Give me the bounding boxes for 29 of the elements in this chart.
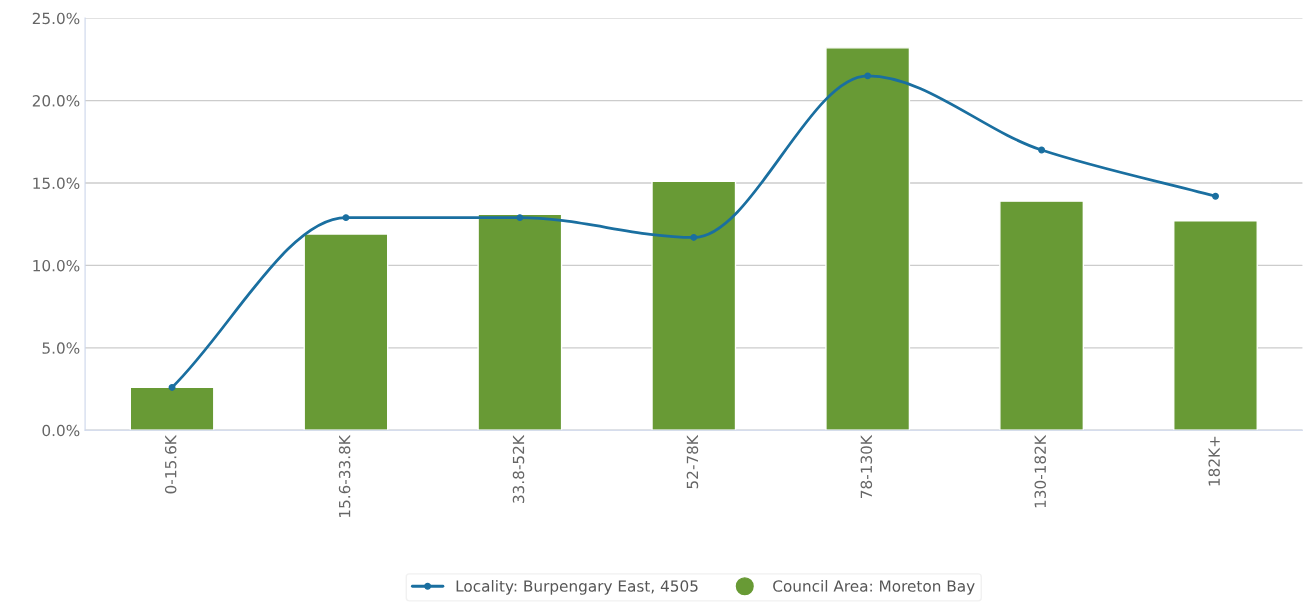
point [168,383,176,391]
bar [825,47,911,431]
bar [303,233,389,431]
y-tick-label: 0.0% [42,424,80,437]
x-tick-label: 33.8-52K [512,434,525,503]
bar [1173,220,1258,431]
y-tick-label: 25.0% [32,12,80,25]
bar [999,200,1085,431]
y-tick-label: 15.0% [33,177,80,190]
point [516,214,524,222]
x-tick-label: 182K+ [1208,436,1220,486]
x-tick-label: 52-78K [686,434,699,489]
point [1212,192,1219,200]
point [1038,146,1046,154]
x-tick-label: 78-130K [860,434,873,498]
y-tick-label: 10.0% [33,259,80,272]
point [864,72,872,80]
legend-label: Council Area: Moreton Bay [773,580,975,595]
x-tick-label: 130-182K [1034,434,1047,508]
point [342,214,350,222]
x-tick-label: 15.6-33.8K [338,434,351,518]
bar [129,386,215,431]
point [690,233,698,241]
legend-label: Locality: Burpengary East, 4505 [456,580,698,595]
y-tick-label: 5.0% [42,342,80,354]
bar [477,213,563,431]
x-tick-label: 0-15.6K [164,434,177,494]
y-tick-label: 20.0% [32,95,80,107]
bar [651,180,737,431]
